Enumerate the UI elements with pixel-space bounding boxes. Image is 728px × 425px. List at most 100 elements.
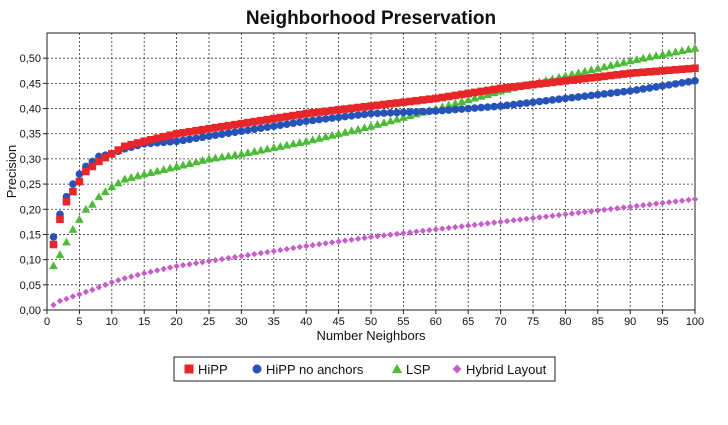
data-point [412,108,421,116]
series-hipp [49,64,699,249]
data-point [141,270,148,277]
x-tick-label: 20 [170,316,182,328]
data-point [69,187,77,196]
data-point [256,145,266,154]
data-point [250,125,259,133]
data-point [231,128,239,137]
data-point [341,105,349,113]
legend-marker [391,363,403,374]
data-point [94,192,104,201]
data-point [426,226,433,234]
x-tick-label: 55 [397,316,409,328]
data-point [464,89,472,98]
data-point [328,239,336,246]
x-tick-label: 50 [365,316,377,328]
data-point [217,152,227,161]
data-point [328,106,336,115]
data-point [684,64,693,73]
data-point [191,157,201,166]
data-point [685,196,692,204]
data-point [354,111,362,119]
data-point [471,221,478,229]
data-point [677,46,687,55]
data-point [639,202,647,209]
data-point [503,83,511,92]
data-point [432,107,440,115]
data-point [121,275,128,282]
data-point [218,255,226,263]
data-point [347,112,356,120]
x-tick-label: 65 [462,316,474,328]
data-point [444,106,453,114]
x-tick-label: 85 [592,316,604,328]
data-point [419,227,427,235]
data-point [263,123,272,131]
data-point [373,120,382,128]
x-tick-label: 60 [430,316,442,328]
data-point [133,171,143,180]
x-tick-label: 40 [300,316,312,328]
data-point [380,232,388,239]
data-point [63,295,70,303]
data-point [523,215,530,223]
data-point [575,209,582,216]
data-point [257,249,265,257]
data-point [658,66,667,75]
data-point [134,271,141,279]
legend-marker [252,364,262,374]
y-tick-label: 0,35 [20,129,41,141]
data-point [380,109,388,117]
legend-marker [184,364,194,374]
data-point [128,273,135,280]
data-point [470,88,479,97]
data-point [315,115,323,124]
data-point [672,198,679,205]
data-point [230,150,240,159]
data-point [173,262,180,270]
data-point [568,210,576,217]
x-tick-label: 75 [527,316,539,328]
data-point [308,116,317,125]
data-point [665,199,673,206]
series-hybrid-layout [50,196,699,309]
data-point [224,129,233,138]
data-point [406,97,414,106]
data-point [263,115,272,124]
data-point [262,144,272,153]
data-point [244,126,252,135]
data-point [321,107,330,116]
data-point [276,113,285,122]
data-point [496,84,505,93]
data-point [185,135,194,144]
data-point [425,95,434,104]
data-point [95,157,103,166]
data-point [185,159,194,167]
data-point [691,64,699,73]
data-point [665,81,673,89]
data-point [573,68,583,77]
data-point [146,135,155,144]
data-point [606,60,616,69]
data-point [684,78,693,86]
data-point [392,114,402,123]
data-point [290,244,297,252]
data-point [153,134,161,143]
data-point [542,96,550,105]
data-point [600,90,609,98]
data-point [678,79,686,87]
data-point [302,117,311,125]
data-point [114,146,123,154]
data-point [432,226,439,233]
data-point [399,112,408,121]
data-point [199,258,206,266]
data-point [555,95,563,104]
data-point [172,162,181,170]
data-point [282,140,292,149]
data-point [399,108,408,117]
data-point [599,62,609,71]
x-tick-label: 35 [268,316,280,328]
data-point [315,241,323,248]
data-point [211,131,220,140]
data-point [463,95,473,104]
data-point [567,69,577,78]
